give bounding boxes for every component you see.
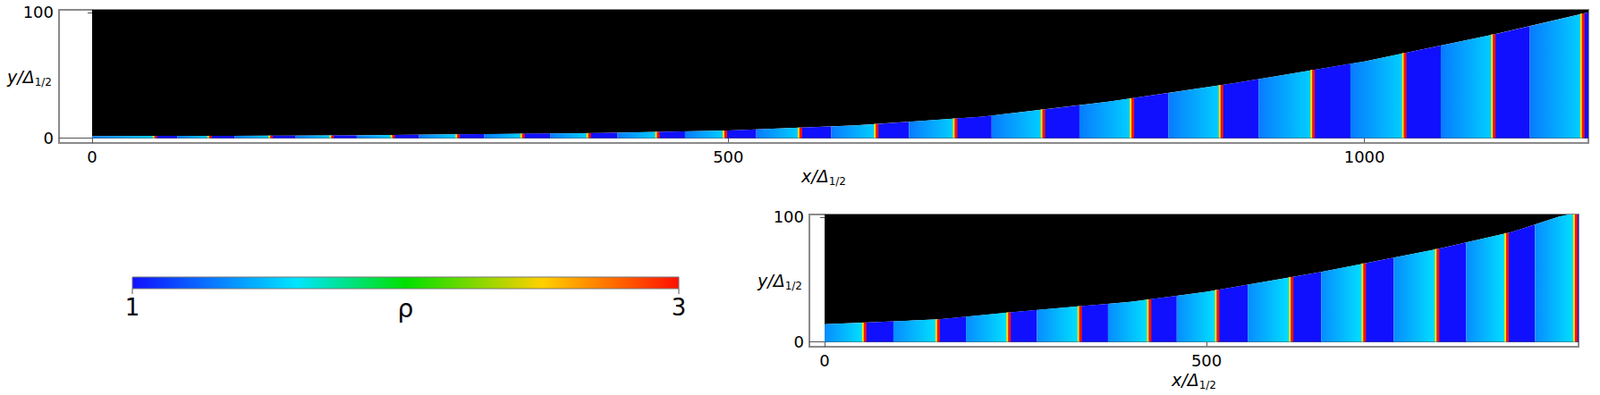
svg-text:x/Δ: x/Δ bbox=[800, 166, 830, 187]
svg-text:1: 1 bbox=[125, 294, 141, 322]
svg-text:500: 500 bbox=[1191, 351, 1222, 371]
svg-text:1/2: 1/2 bbox=[785, 279, 803, 293]
svg-text:ρ: ρ bbox=[397, 294, 415, 324]
svg-text:1/2: 1/2 bbox=[829, 175, 847, 188]
svg-text:y/Δ: y/Δ bbox=[756, 270, 786, 291]
svg-text:500: 500 bbox=[712, 147, 744, 167]
svg-text:1000: 1000 bbox=[1344, 147, 1386, 167]
svg-text:1/2: 1/2 bbox=[1199, 379, 1217, 392]
svg-text:0: 0 bbox=[86, 147, 97, 167]
svg-text:0: 0 bbox=[794, 332, 805, 352]
svg-text:0: 0 bbox=[819, 351, 830, 371]
svg-text:y/Δ: y/Δ bbox=[6, 67, 35, 87]
svg-text:3: 3 bbox=[671, 294, 687, 322]
svg-text:1/2: 1/2 bbox=[34, 76, 52, 89]
svg-text:100: 100 bbox=[23, 2, 54, 22]
svg-text:x/Δ: x/Δ bbox=[1170, 370, 1200, 390]
svg-text:0: 0 bbox=[43, 128, 54, 148]
svg-text:100: 100 bbox=[773, 207, 805, 227]
